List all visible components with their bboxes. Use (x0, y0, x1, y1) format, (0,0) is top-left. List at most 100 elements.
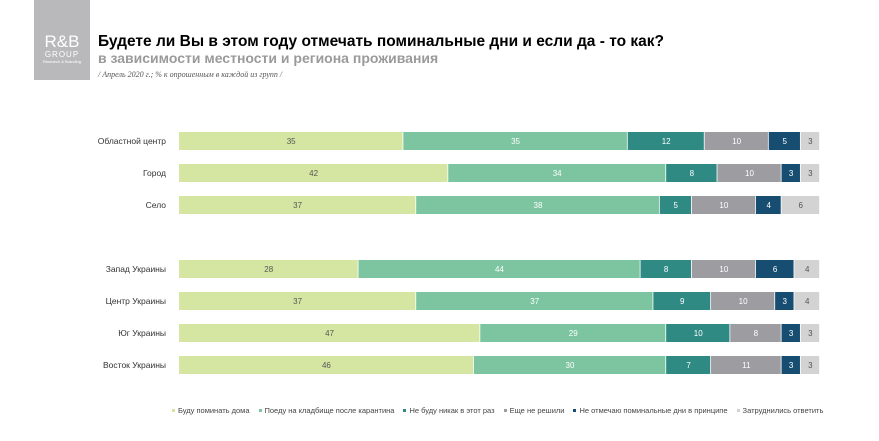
data-label: 8 (664, 265, 669, 274)
bar-segment (781, 196, 820, 214)
data-label: 11 (742, 361, 751, 370)
data-label: 6 (799, 201, 804, 210)
legend-label: Затруднились ответить (742, 406, 824, 415)
bar-segment (179, 164, 448, 182)
bar-segment (640, 260, 691, 278)
bar-segment (358, 260, 640, 278)
category-label: Центр Украины (106, 296, 166, 306)
bar-segment (473, 356, 666, 374)
bar-segment (781, 356, 800, 374)
data-label: 30 (566, 361, 575, 370)
bar-segment (755, 260, 794, 278)
legend-label: Не отмечаю поминальные дни в принципе (579, 406, 728, 415)
data-label: 3 (808, 137, 813, 146)
bar-segment (179, 292, 416, 310)
data-label: 37 (530, 297, 539, 306)
bar-segment (666, 356, 711, 374)
data-label: 10 (719, 201, 728, 210)
bar-segment (659, 196, 691, 214)
data-label: 3 (789, 169, 794, 178)
bar-segment (794, 260, 820, 278)
logo-sub-text: GROUP (44, 50, 80, 59)
category-label: Село (146, 200, 167, 210)
data-label: 4 (805, 297, 810, 306)
bar-segment (627, 132, 704, 150)
legend-item: Буду поминать дома (172, 406, 250, 415)
data-label: 35 (511, 137, 520, 146)
legend-label: Не буду никак в этот раз (409, 406, 495, 415)
data-label: 10 (745, 169, 754, 178)
legend-swatch (172, 409, 175, 412)
data-label: 5 (783, 137, 788, 146)
bar-segment (717, 164, 781, 182)
legend-item: Еще не решили (503, 406, 565, 415)
bar-segment (781, 164, 800, 182)
bar-segment (781, 324, 800, 342)
legend-swatch (258, 409, 262, 412)
bar-segment (730, 324, 781, 342)
data-label: 3 (808, 169, 813, 178)
data-label: 9 (680, 297, 685, 306)
category-label: Город (143, 168, 166, 178)
data-label: 44 (495, 265, 504, 274)
bar-segment (704, 132, 768, 150)
bar-segment (691, 260, 756, 278)
data-label: 4 (805, 265, 810, 274)
data-label: 3 (783, 297, 788, 306)
bar-segment (768, 132, 800, 150)
data-label: 38 (534, 201, 543, 210)
legend-item: Не буду никак в этот раз (403, 406, 495, 415)
bar-segment (800, 132, 820, 150)
bar-segment (179, 356, 474, 374)
bar-segment (800, 324, 820, 342)
data-label: 28 (264, 265, 273, 274)
data-label: 10 (739, 297, 748, 306)
bar-segment (403, 132, 627, 150)
bar-segment (416, 292, 653, 310)
logo-tagline: Research & Branding (42, 59, 82, 64)
data-label: 3 (789, 329, 794, 338)
data-label: 10 (694, 329, 703, 338)
legend-label: Еще не решили (509, 406, 565, 415)
bar-segment (794, 292, 820, 310)
data-label: 10 (719, 265, 728, 274)
category-label: Запад Украины (106, 264, 166, 274)
legend-label: Поеду на кладбище после карантина (264, 406, 395, 415)
data-label: 34 (553, 169, 562, 178)
legend-swatch (503, 409, 507, 412)
data-label: 10 (732, 137, 741, 146)
bar-segment (800, 356, 820, 374)
data-label: 6 (773, 265, 778, 274)
category-label: Восток Украины (103, 360, 166, 370)
data-label: 42 (309, 169, 318, 178)
data-label: 4 (766, 201, 771, 210)
data-label: 8 (754, 329, 759, 338)
bar-segment (179, 196, 416, 214)
legend-item: Не отмечаю поминальные дни в принципе (573, 406, 728, 415)
company-logo: R&B GROUP Research & Branding (34, 0, 90, 80)
bar-segment (179, 324, 480, 342)
legend-item: Затруднились ответить (736, 406, 824, 415)
data-label: 37 (293, 201, 302, 210)
data-label: 47 (325, 329, 334, 338)
bar-segment (775, 292, 794, 310)
bar-segment (179, 132, 403, 150)
legend-swatch (736, 409, 740, 412)
chart-subtitle: в зависимости местности и региона прожив… (98, 50, 439, 66)
data-label: 46 (322, 361, 331, 370)
bar-segment (800, 164, 820, 182)
bar-segment (666, 164, 717, 182)
legend-swatch (403, 409, 407, 412)
data-label: 7 (686, 361, 691, 370)
legend-item: Поеду на кладбище после карантина (258, 406, 395, 415)
data-label: 37 (293, 297, 302, 306)
bar-segment (711, 292, 775, 310)
bar-segment (448, 164, 666, 182)
data-label: 3 (789, 361, 794, 370)
bar-segment (480, 324, 666, 342)
bar-segment (666, 324, 730, 342)
data-label: 12 (662, 137, 671, 146)
bar-segment (179, 260, 358, 278)
bar-segment (711, 356, 781, 374)
